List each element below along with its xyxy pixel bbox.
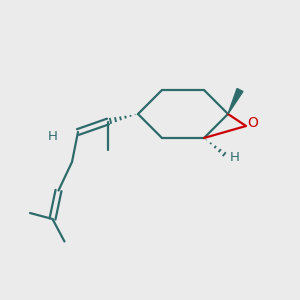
Text: O: O: [247, 116, 258, 130]
Text: H: H: [48, 130, 57, 143]
Polygon shape: [228, 88, 243, 114]
Text: H: H: [230, 151, 240, 164]
